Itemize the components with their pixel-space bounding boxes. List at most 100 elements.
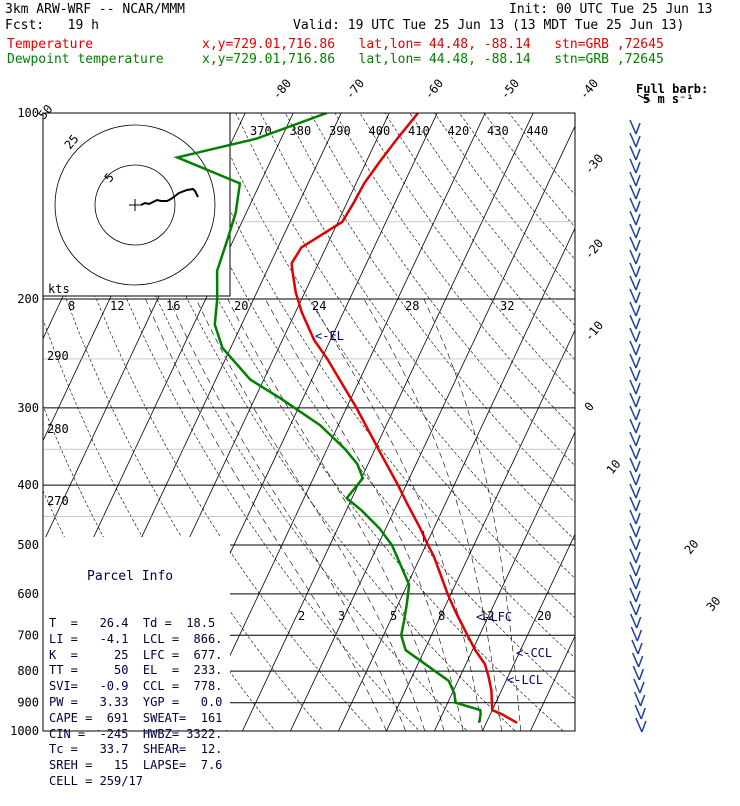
wind-barb-flag <box>636 474 640 485</box>
mixing-ratio-low-label: 2 <box>298 609 305 623</box>
wind-barb-flag <box>636 149 640 160</box>
wind-barb <box>630 380 636 394</box>
isotherm-line <box>236 113 533 740</box>
marker-ccl: <-CCL <box>516 646 552 660</box>
wind-barb <box>630 159 636 173</box>
wind-barb-flag <box>636 279 640 290</box>
wind-barb <box>631 614 637 628</box>
wind-barb <box>630 185 636 199</box>
isotherm-label: -20 <box>582 236 607 262</box>
wind-barb-flag <box>636 461 640 472</box>
wind-barb-flag <box>636 383 640 394</box>
wind-barb <box>630 367 636 381</box>
wind-barb-flag <box>639 669 643 680</box>
marker-lcl: <-LCL <box>507 673 543 687</box>
isotherm-line <box>668 113 740 740</box>
isotherm-line <box>524 113 740 740</box>
mixing-ratio-label: 28 <box>405 299 419 313</box>
wind-barb <box>633 666 639 680</box>
wind-barb <box>630 419 636 433</box>
marker-tick: ¦ <box>420 529 427 543</box>
level-markers: <-EL <-LFC <-CCL <-LCL ¦ <box>315 329 552 687</box>
theta-left-label: 280 <box>47 422 69 436</box>
isotherm-label: 30 <box>704 594 724 614</box>
wind-barb <box>630 536 636 550</box>
parcel-info-row: PW = 3.33 YGP = 0.0 <box>49 695 233 711</box>
wind-barb <box>630 406 636 420</box>
wind-barb-flag <box>636 604 640 615</box>
wind-barb <box>630 250 636 264</box>
isotherm-label: -40 <box>577 76 602 102</box>
wind-barb-flag <box>636 357 640 368</box>
parcel-info-row: TT = 50 EL = 233. <box>49 663 233 679</box>
wind-barb-flag <box>636 318 640 329</box>
wind-barb <box>630 393 636 407</box>
temperature-line <box>292 113 517 723</box>
pressure-tick: 500 <box>17 538 39 552</box>
wind-barb-flag <box>636 227 640 238</box>
parcel-info-row: SVI= -0.9 CCL = 778. <box>49 679 233 695</box>
mixing-ratio-label: 16 <box>166 299 180 313</box>
wind-barb-flag <box>636 487 640 498</box>
theta-left-label: 270 <box>47 494 69 508</box>
wind-barb-flag <box>636 578 640 589</box>
isotherm-label: -60 <box>422 76 447 102</box>
wind-barb <box>630 146 636 160</box>
moist-adiabat <box>310 299 482 731</box>
wind-barb <box>630 289 636 303</box>
parcel-info-row: CAPE = 691 SWEAT= 161 <box>49 711 233 727</box>
wind-barb-flag <box>637 630 641 641</box>
marker-lfc: <-LFC <box>476 610 512 624</box>
isotherm-label: -10 <box>582 318 607 344</box>
parcel-info-title: Parcel Info <box>43 569 233 585</box>
wind-barb <box>630 354 636 368</box>
pressure-tick: 200 <box>17 292 39 306</box>
wind-barb-flag <box>637 617 641 628</box>
moist-adiabat <box>424 299 521 731</box>
isotherm-label: 20 <box>682 537 702 557</box>
wind-barb <box>630 198 636 212</box>
parcel-info-row: Tc = 33.7 SHEAR= 12. <box>49 742 233 758</box>
wind-barb-flag <box>636 500 640 511</box>
wind-barb-flag <box>636 214 640 225</box>
dry-adiabat <box>236 113 740 740</box>
isotherm-line <box>572 113 740 740</box>
wind-barb <box>630 510 636 524</box>
parcel-info-row: K = 25 LFC = 677. <box>49 648 233 664</box>
parcel-info-row: CELL = 259/17 <box>49 774 233 790</box>
wind-barb-flag <box>639 656 643 667</box>
theta-label: 390 <box>329 124 351 138</box>
wind-barb-flag <box>636 266 640 277</box>
wind-barb-flag <box>636 409 640 420</box>
theta-label: 420 <box>448 124 470 138</box>
isotherm-label: -80 <box>270 76 295 102</box>
wind-barb-flag <box>636 539 640 550</box>
marker-el: <-EL <box>315 329 344 343</box>
wind-barb-flag <box>636 162 640 173</box>
wind-barb <box>630 172 636 186</box>
wind-barb <box>630 133 636 147</box>
wind-barb <box>630 432 636 446</box>
wind-barb <box>630 302 636 316</box>
theta-label: 410 <box>408 124 430 138</box>
wind-barb-flag <box>636 552 640 563</box>
wind-barb-flag <box>636 526 640 537</box>
wind-barb-flag <box>636 331 640 342</box>
wind-barb-flag <box>636 201 640 212</box>
wind-barb <box>630 341 636 355</box>
wind-barb-flag <box>636 240 640 251</box>
pressure-tick: 300 <box>17 401 39 415</box>
wind-barb-flag <box>636 448 640 459</box>
parcel-info-row: T = 26.4 Td = 18.5 <box>49 616 233 632</box>
wind-barb <box>630 575 636 589</box>
wind-barb-flag <box>636 175 640 186</box>
wind-barb-flag <box>636 370 640 381</box>
wind-barb <box>630 263 636 277</box>
dry-adiabat <box>434 113 740 740</box>
wind-barb <box>630 497 636 511</box>
wind-barb-flag <box>641 695 645 706</box>
wind-barb <box>630 484 636 498</box>
mixing-ratio-low-label: 8 <box>438 609 445 623</box>
wind-barb <box>630 562 636 576</box>
